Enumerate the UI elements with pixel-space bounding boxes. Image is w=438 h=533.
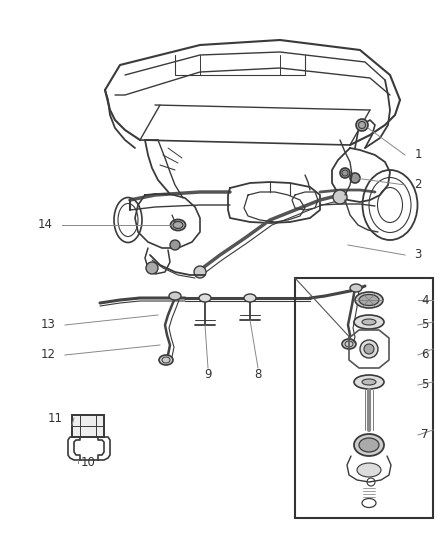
Ellipse shape (340, 168, 350, 178)
Text: 13: 13 (41, 319, 56, 332)
Bar (72, 415, 104, 437)
Ellipse shape (173, 222, 183, 229)
Ellipse shape (333, 190, 347, 204)
Text: 3: 3 (414, 248, 422, 262)
Text: 4: 4 (421, 294, 429, 306)
Ellipse shape (170, 240, 180, 250)
Ellipse shape (159, 355, 173, 365)
Ellipse shape (359, 438, 379, 452)
Text: 2: 2 (414, 179, 422, 191)
Text: 7: 7 (421, 429, 429, 441)
Ellipse shape (357, 463, 381, 477)
Text: 11: 11 (47, 411, 63, 424)
Ellipse shape (360, 340, 378, 358)
Text: 10: 10 (81, 456, 95, 470)
Ellipse shape (350, 173, 360, 183)
Ellipse shape (354, 434, 384, 456)
Ellipse shape (362, 379, 376, 385)
Text: 5: 5 (421, 319, 429, 332)
Ellipse shape (364, 344, 374, 354)
Ellipse shape (199, 294, 211, 302)
Text: 1: 1 (414, 149, 422, 161)
Ellipse shape (244, 294, 256, 302)
Ellipse shape (355, 292, 383, 308)
Ellipse shape (170, 220, 186, 230)
Ellipse shape (359, 295, 379, 305)
Ellipse shape (169, 292, 181, 300)
Ellipse shape (342, 339, 356, 349)
Text: 14: 14 (38, 219, 53, 231)
Ellipse shape (146, 262, 158, 274)
Text: 8: 8 (254, 368, 261, 382)
Ellipse shape (350, 284, 362, 292)
Ellipse shape (356, 119, 368, 131)
Bar (72, 415, 104, 437)
Bar (295, 278, 433, 518)
Text: 5: 5 (421, 378, 429, 392)
Text: 9: 9 (204, 368, 212, 382)
Ellipse shape (354, 375, 384, 389)
Ellipse shape (194, 266, 206, 278)
Ellipse shape (354, 315, 384, 329)
Text: 12: 12 (40, 349, 56, 361)
Ellipse shape (362, 319, 376, 325)
Text: 6: 6 (421, 349, 429, 361)
